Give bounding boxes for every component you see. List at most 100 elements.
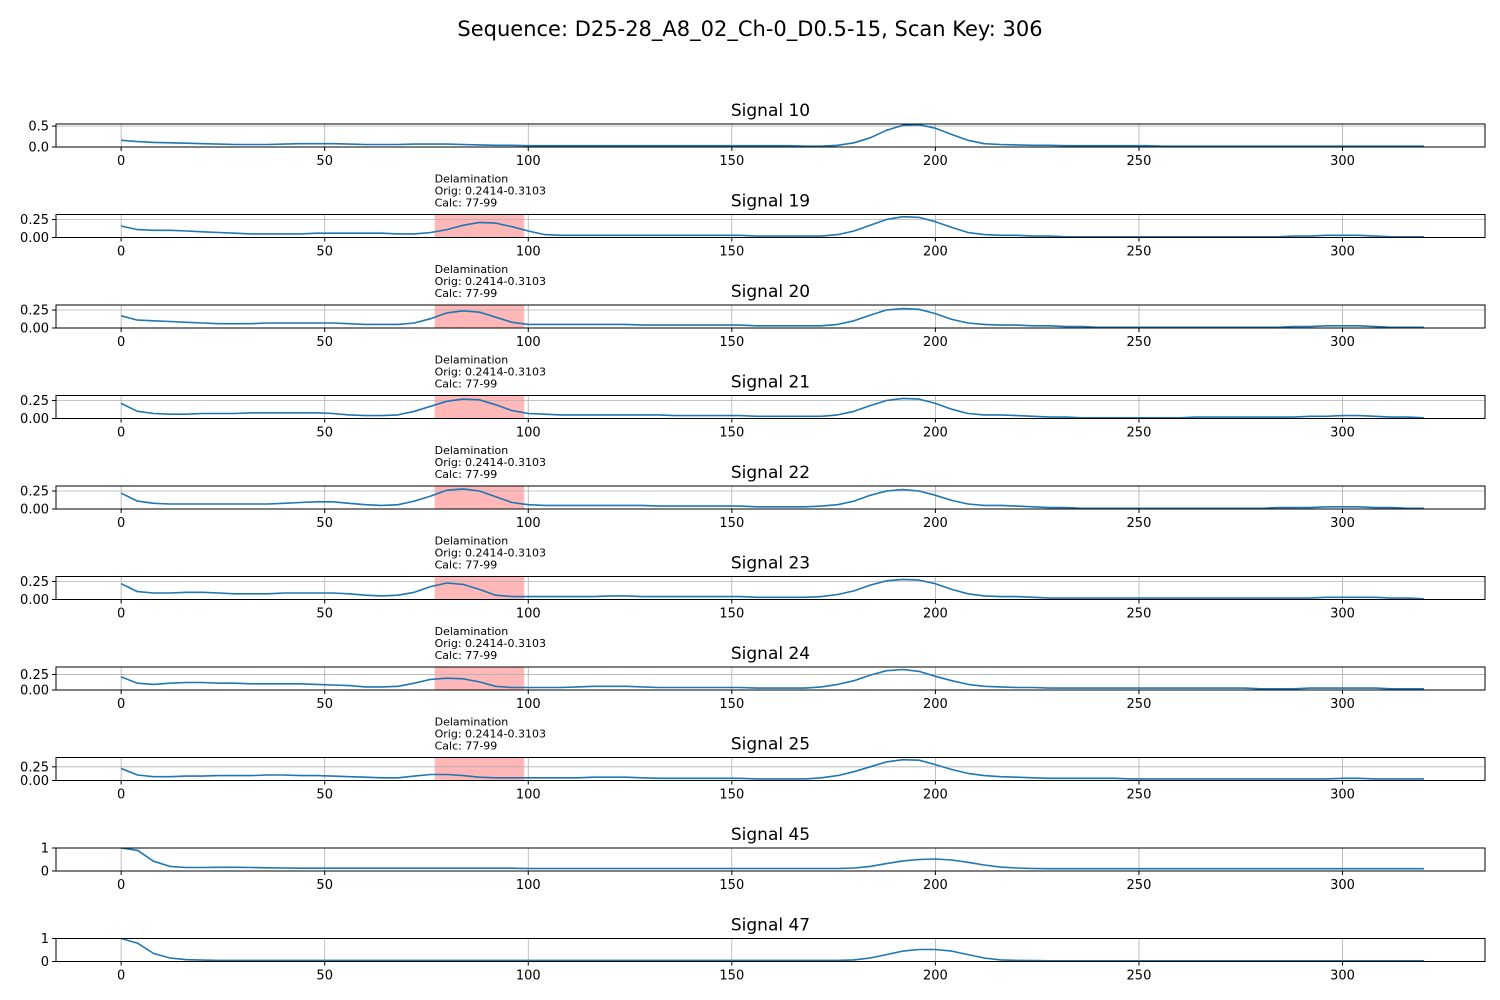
subplot-6: Signal 23 0 50 100 150 200 250 300 0.25 0.00 Delam…: [20, 535, 1486, 622]
axes-frame: [55, 123, 1486, 148]
y-tick-label: 0.25: [20, 394, 49, 409]
subplot-4: Signal 21 0 50 100 150 200 250 300 0.25 0.00 Delam…: [20, 354, 1486, 441]
y-tick-label: 0.00: [20, 593, 49, 608]
x-tick-label: 300: [1330, 788, 1355, 803]
x-tick-label: 50: [316, 969, 333, 984]
y-tick-label: 0.25: [20, 485, 49, 500]
x-tick-label: 200: [923, 426, 948, 441]
y-tick-label: 0.00: [20, 503, 49, 518]
x-tick-label: 150: [719, 969, 744, 984]
x-tick-label: 50: [316, 516, 333, 531]
x-tick-label: 0: [117, 969, 125, 984]
x-tick-label: 250: [1127, 969, 1152, 984]
annotation-line-2: Orig: 0.2414-0.3103: [435, 456, 546, 469]
subplot-title: Signal 24: [731, 644, 810, 664]
subplot-title: Signal 25: [731, 735, 810, 755]
x-tick-label: 200: [923, 154, 948, 169]
subplot-title: Signal 21: [731, 373, 810, 393]
x-tick-label: 100: [516, 697, 541, 712]
x-tick-label: 250: [1127, 788, 1152, 803]
subplot-3: Signal 20 0 50 100 150 200 250 300 0.25 0.00 Delam…: [20, 263, 1486, 350]
x-tick-label: 250: [1127, 154, 1152, 169]
x-tick-label: 100: [516, 788, 541, 803]
delamination-region: [434, 576, 525, 600]
subplot-title: Signal 19: [731, 192, 810, 212]
y-tick-label: 0.00: [20, 412, 49, 427]
x-tick-label: 100: [516, 245, 541, 260]
subplot-9: Signal 45 0 50 100 150 200 250 300 1 0: [41, 825, 1486, 893]
subplot-8: Signal 25 0 50 100 150 200 250 300 0.250.00 Delam…: [20, 716, 1486, 803]
annotation-line-2: Orig: 0.2414-0.3103: [435, 547, 546, 560]
x-tick-label: 250: [1127, 426, 1152, 441]
y-tick-label: 1: [41, 932, 49, 947]
annotation-line-2: Orig: 0.2414-0.3103: [435, 275, 546, 288]
x-tick-label: 50: [316, 878, 333, 893]
signal-line: [120, 937, 1424, 962]
x-tick-label: 150: [719, 878, 744, 893]
annotation-line-2: Orig: 0.2414-0.3103: [435, 728, 546, 741]
axes-frame: [55, 485, 1486, 510]
x-tick-label: 300: [1330, 969, 1355, 984]
y-tick-label: 0.00: [20, 774, 49, 789]
axes-frame: [55, 666, 1486, 691]
annotation-line-1: Delamination: [435, 354, 509, 367]
x-tick-label: 100: [516, 335, 541, 350]
delamination-region: [434, 214, 525, 238]
x-tick-label: 0: [117, 516, 125, 531]
subplot-title: Signal 10: [731, 101, 810, 121]
axes-frame: [55, 938, 1486, 962]
subplot-5: Signal 22 0 50 100 150 200 250 300 0.25 0.00 Delam…: [20, 444, 1486, 531]
x-tick-label: 200: [923, 516, 948, 531]
annotation-line-3: Calc: 77-99: [435, 559, 498, 572]
x-tick-label: 250: [1127, 878, 1152, 893]
axes-frame: [55, 395, 1486, 419]
x-tick-label: 0: [117, 245, 125, 260]
y-tick-label: 0.25: [20, 213, 49, 228]
signal-line: [120, 488, 1424, 510]
axes-frame: [55, 847, 1486, 872]
x-tick-label: 0: [117, 607, 125, 622]
x-tick-label: 100: [516, 516, 541, 531]
x-tick-label: 250: [1127, 607, 1152, 622]
x-tick-label: 50: [316, 154, 333, 169]
x-tick-label: 100: [516, 878, 541, 893]
x-tick-label: 200: [923, 878, 948, 893]
delamination-region: [434, 395, 525, 419]
signal-line: [120, 668, 1424, 690]
x-tick-label: 300: [1330, 607, 1355, 622]
y-tick-label: 0.25: [20, 668, 49, 683]
annotation-line-1: Delamination: [435, 625, 509, 638]
signal-line: [120, 397, 1424, 419]
x-tick-label: 150: [719, 426, 744, 441]
signal-line: [120, 307, 1424, 329]
y-tick-label: 0.5: [28, 120, 49, 135]
subplot-title: Signal 22: [731, 463, 810, 483]
x-tick-label: 100: [516, 154, 541, 169]
x-tick-label: 300: [1330, 426, 1355, 441]
x-tick-label: 0: [117, 788, 125, 803]
x-tick-label: 0: [117, 426, 125, 441]
y-tick-label: 0.00: [20, 231, 49, 246]
x-tick-label: 300: [1330, 245, 1355, 260]
x-tick-label: 150: [719, 245, 744, 260]
y-tick-label: 0.00: [20, 322, 49, 337]
annotation-line-2: Orig: 0.2414-0.3103: [435, 637, 546, 650]
x-tick-label: 250: [1127, 335, 1152, 350]
annotation-line-3: Calc: 77-99: [435, 378, 498, 391]
annotation-line-1: Delamination: [435, 444, 509, 457]
x-tick-label: 300: [1330, 697, 1355, 712]
x-tick-label: 150: [719, 788, 744, 803]
y-tick-label: 0.0: [28, 141, 49, 156]
x-tick-label: 200: [923, 245, 948, 260]
x-tick-label: 250: [1127, 245, 1152, 260]
axes-frame: [55, 757, 1486, 781]
annotation-line-2: Orig: 0.2414-0.3103: [435, 366, 546, 379]
annotation-line-3: Calc: 77-99: [435, 649, 498, 662]
x-tick-label: 200: [923, 969, 948, 984]
x-tick-label: 200: [923, 607, 948, 622]
annotation-line-3: Calc: 77-99: [435, 740, 498, 753]
x-tick-label: 50: [316, 697, 333, 712]
annotation-line-3: Calc: 77-99: [435, 468, 498, 481]
subplot-1: Signal 10 0 50 100 150 200 250 300 0.5 0.0: [28, 101, 1486, 169]
